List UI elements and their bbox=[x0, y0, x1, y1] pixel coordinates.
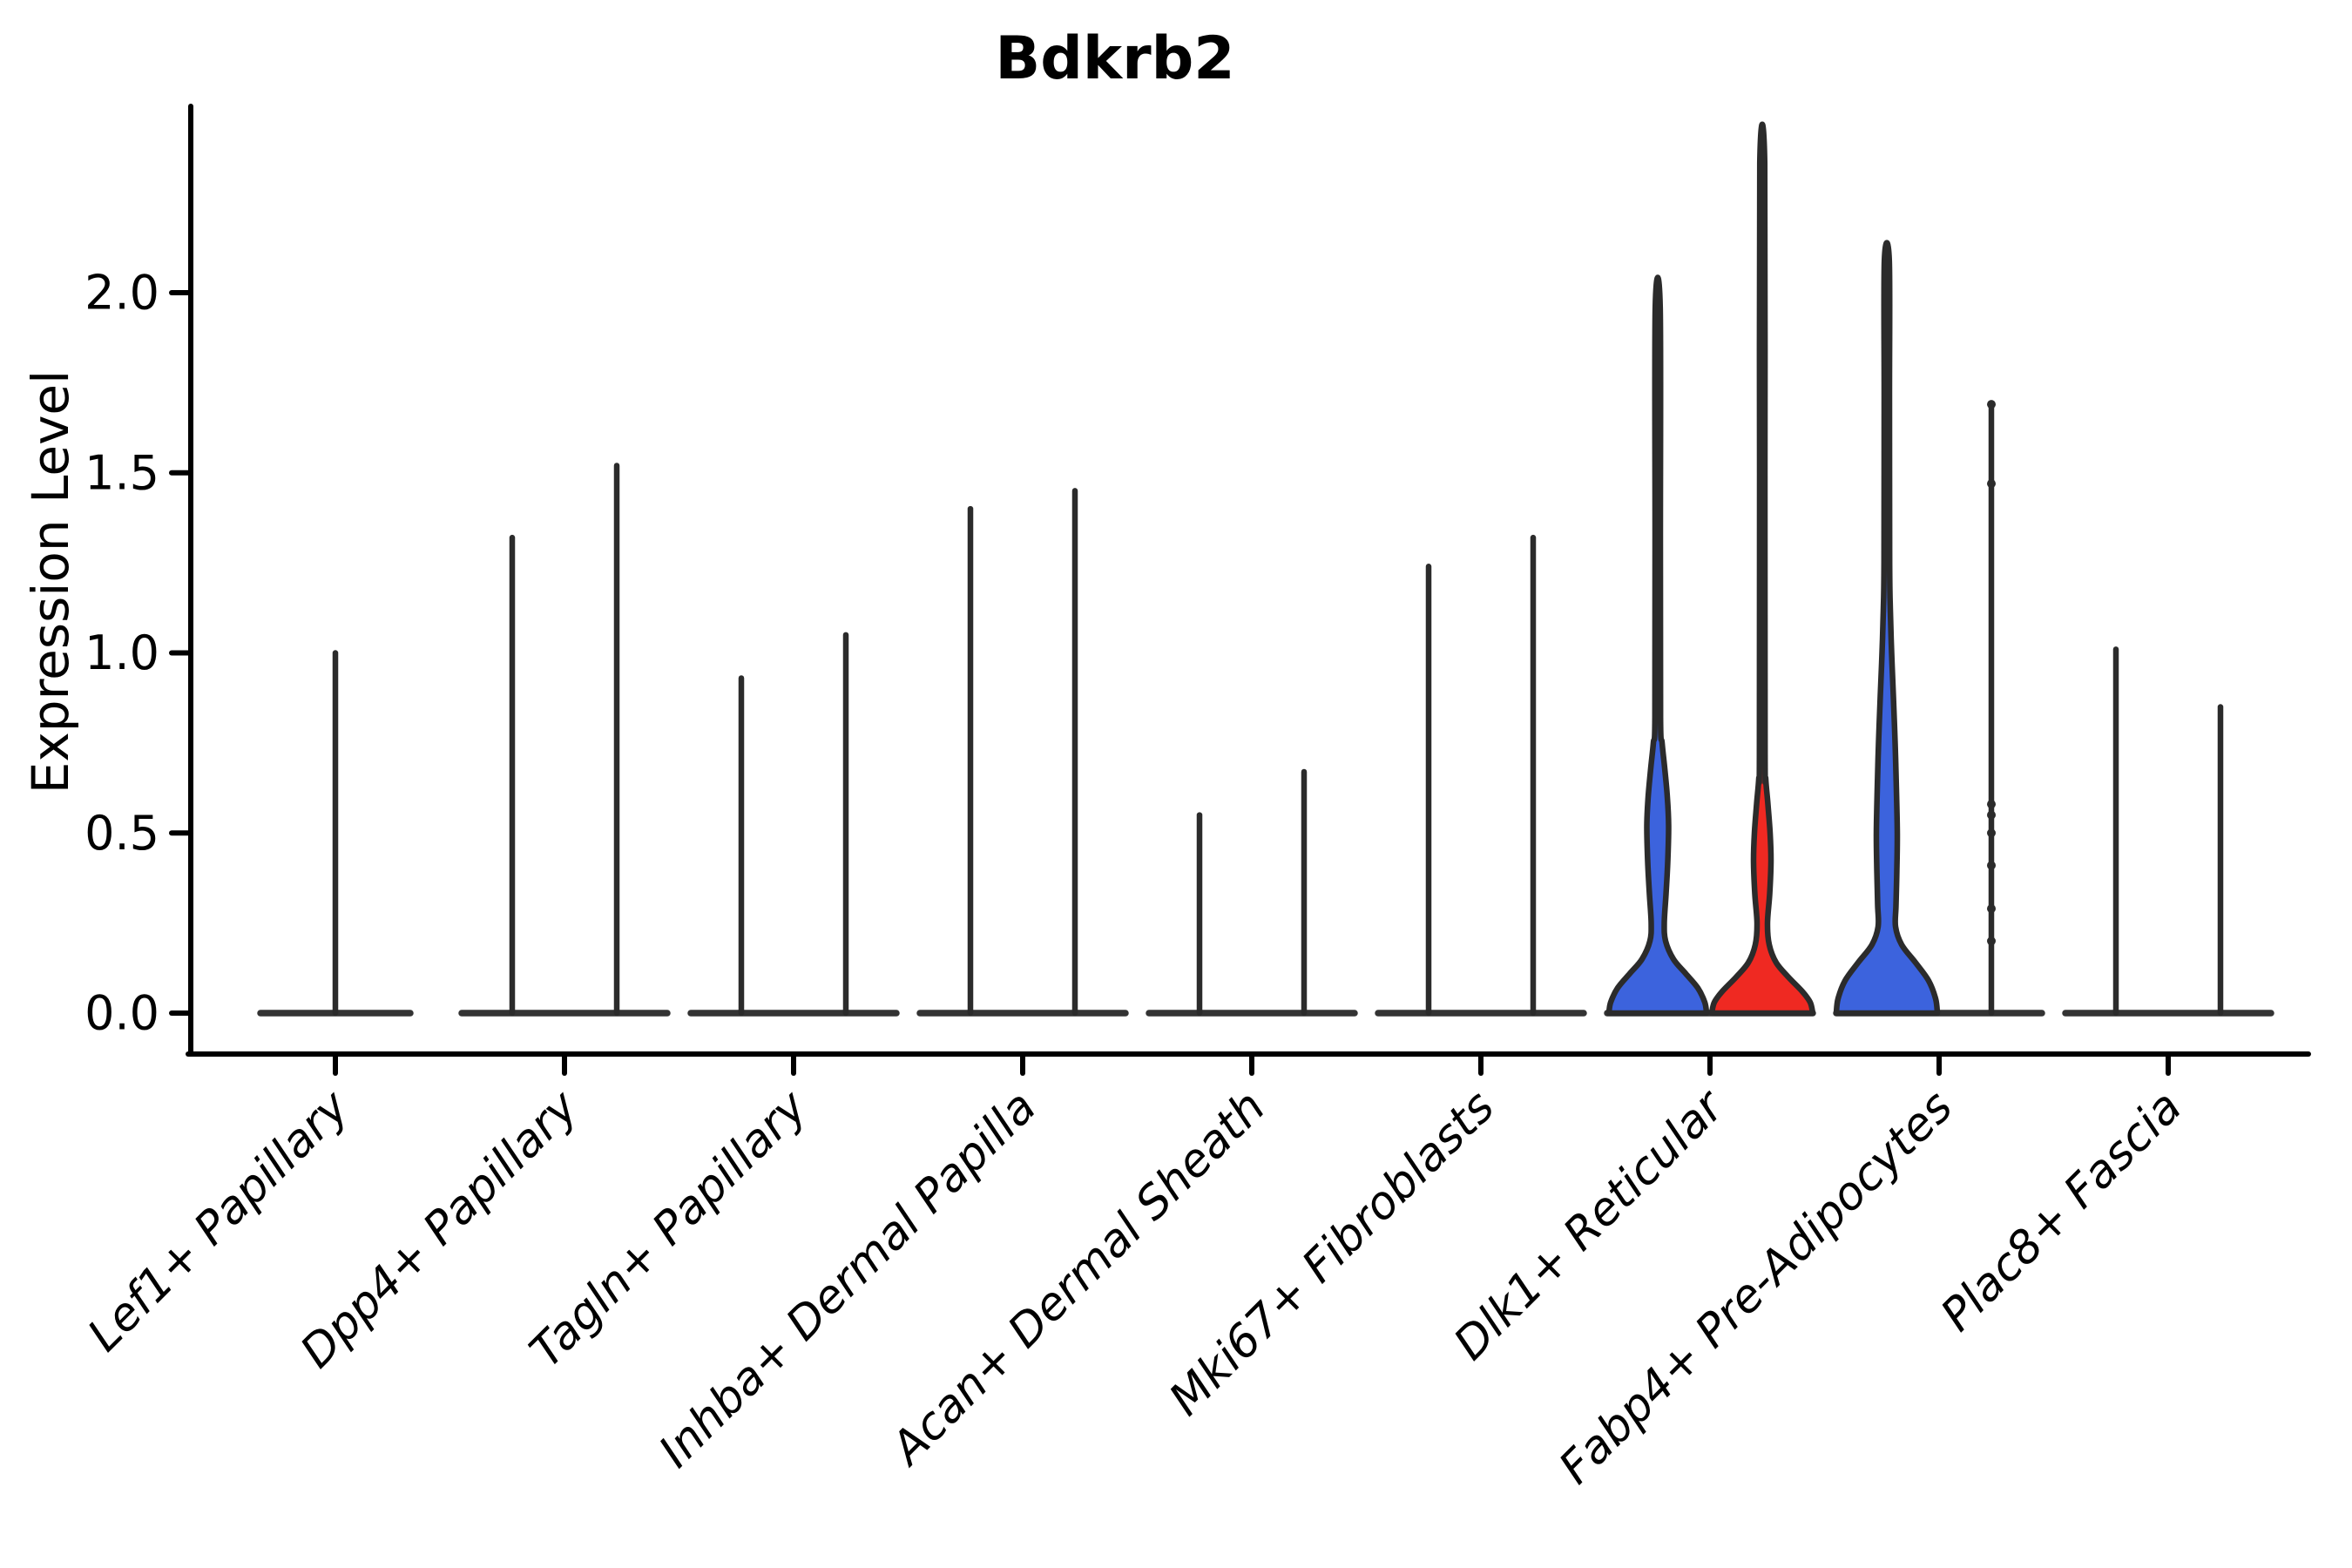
x-tick-label: Acan+ Dermal Sheath bbox=[880, 1081, 1275, 1477]
y-tick-label: 1.5 bbox=[84, 445, 159, 500]
violin-body-red bbox=[1708, 121, 1816, 1017]
x-tick-label: Inhba+ Dermal Papilla bbox=[649, 1081, 1046, 1478]
outlier-dot bbox=[1987, 800, 1996, 809]
violin-body-blue bbox=[1605, 274, 1710, 1017]
outlier-dot bbox=[1987, 936, 1996, 946]
outlier-dot bbox=[1987, 810, 1996, 820]
x-tick-label: Fabp4+ Pre-Adipocytes bbox=[1550, 1081, 1963, 1495]
violin-body-blue bbox=[1833, 240, 1941, 1017]
x-tick-label: Plac8+ Fascia bbox=[1931, 1081, 2192, 1342]
outlier-dot bbox=[1987, 861, 1996, 870]
y-tick-label: 0.0 bbox=[84, 986, 159, 1041]
y-tick-label: 2.0 bbox=[84, 266, 159, 321]
plot-title: Bdkrb2 bbox=[995, 24, 1235, 93]
outlier-dot bbox=[1987, 904, 1996, 914]
outlier-dot bbox=[1987, 400, 1996, 409]
outlier-dot bbox=[1987, 828, 1996, 838]
y-tick-label: 1.0 bbox=[84, 625, 159, 680]
y-tick-label: 0.5 bbox=[84, 806, 159, 861]
outlier-dot bbox=[1987, 479, 1996, 489]
